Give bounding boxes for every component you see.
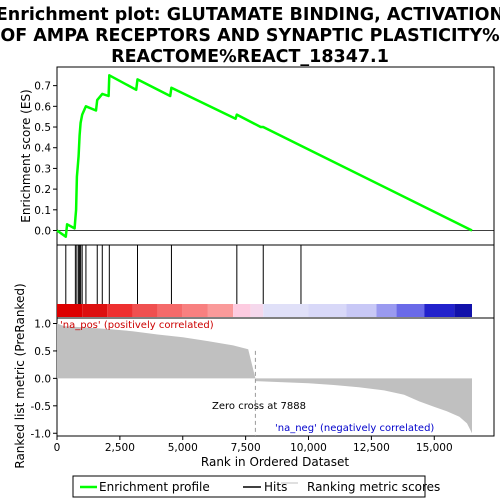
es-y-tick-label: 0.0 — [34, 226, 51, 238]
es-y-tick-label: 0.5 — [34, 122, 51, 134]
es-y-tick-label: 0.2 — [34, 184, 51, 196]
color-bar-segment — [263, 304, 309, 317]
ranking-metric-area — [57, 323, 472, 434]
color-bar-segment — [82, 304, 108, 317]
es-y-tick-label: 0.7 — [34, 81, 51, 93]
rank-x-tick-label: 2,500 — [105, 442, 135, 454]
color-bar-segment — [182, 304, 208, 317]
legend-enrichment-label: Enrichment profile — [99, 480, 210, 494]
rank-y-axis-label: Ranked list metric (PreRanked) — [13, 283, 27, 468]
negative-correlation-label: 'na_neg' (negatively correlated) — [275, 423, 434, 434]
rank-y-tick-label: 0.5 — [34, 346, 51, 358]
rank-x-tick-label: 15,000 — [416, 442, 453, 454]
color-bar-segment — [454, 304, 472, 317]
positive-correlation-label: 'na_pos' (positively correlated) — [60, 320, 214, 331]
es-y-ticks: 0.0 0.1 0.2 0.3 0.4 0.5 0.6 0.7 — [34, 81, 57, 238]
color-bar-segment — [396, 304, 425, 317]
color-bar-segment — [250, 304, 264, 317]
legend-metric-label: Ranking metric scores — [307, 480, 440, 494]
rank-x-tick-label: 0 — [54, 442, 61, 454]
color-bar-segment — [376, 304, 397, 317]
es-y-tick-label: 0.4 — [34, 143, 51, 155]
enrichment-profile-line — [56, 74, 473, 238]
rank-y-ticks: -1.0 -0.5 0.0 0.5 1.0 — [31, 318, 57, 440]
color-bar-segment — [233, 304, 251, 317]
es-y-tick-label: 0.3 — [34, 163, 51, 175]
es-y-tick-label: 0.6 — [34, 101, 51, 113]
chart-title-line-3: REACTOME%REACT_18347.1 — [111, 47, 389, 67]
rank-color-bar — [57, 304, 472, 317]
rank-x-ticks: 0 2,500 5,000 7,500 10,000 12,500 15,000 — [54, 436, 453, 454]
rank-y-tick-label: 1.0 — [34, 318, 51, 330]
rank-x-axis-label: Rank in Ordered Dataset — [201, 455, 349, 469]
rank-y-tick-label: -0.5 — [31, 401, 52, 413]
color-bar-segment — [107, 304, 133, 317]
color-bar-segment — [157, 304, 183, 317]
legend: Enrichment profile Hits Ranking metric s… — [72, 475, 440, 498]
color-bar-segment — [207, 304, 234, 317]
color-bar-segment — [308, 304, 347, 317]
hits-panel — [56, 244, 495, 319]
es-panel: 0.0 0.1 0.2 0.3 0.4 0.5 0.6 0.7 Enrichment scor… — [19, 66, 495, 246]
rank-y-tick-label: -1.0 — [31, 428, 52, 440]
es-y-tick-label: 0.1 — [34, 205, 51, 217]
rank-x-tick-label: 7,500 — [231, 442, 261, 454]
hit-marks — [65, 245, 302, 304]
chart-title-line-2: OF AMPA RECEPTORS AND SYNAPTIC PLASTICIT… — [0, 26, 499, 46]
rank-x-tick-label: 12,500 — [353, 442, 390, 454]
rank-panel: -1.0 -0.5 0.0 0.5 1.0 0 2,500 5,000 7,500 10,000… — [13, 283, 495, 469]
legend-hits-label: Hits — [264, 480, 287, 494]
rank-x-tick-label: 5,000 — [168, 442, 198, 454]
rank-y-tick-label: 0.0 — [34, 373, 51, 385]
rank-x-tick-label: 10,000 — [290, 442, 327, 454]
es-panel-frame — [56, 66, 495, 246]
zero-cross-label: Zero cross at 7888 — [212, 401, 306, 412]
chart-title-line-1: Enrichment plot: GLUTAMATE BINDING, ACTI… — [0, 5, 500, 25]
color-bar-segment — [57, 304, 83, 317]
color-bar-segment — [132, 304, 158, 317]
es-y-axis-label: Enrichment score (ES) — [19, 89, 33, 222]
color-bar-segment — [424, 304, 455, 317]
color-bar-segment — [346, 304, 377, 317]
